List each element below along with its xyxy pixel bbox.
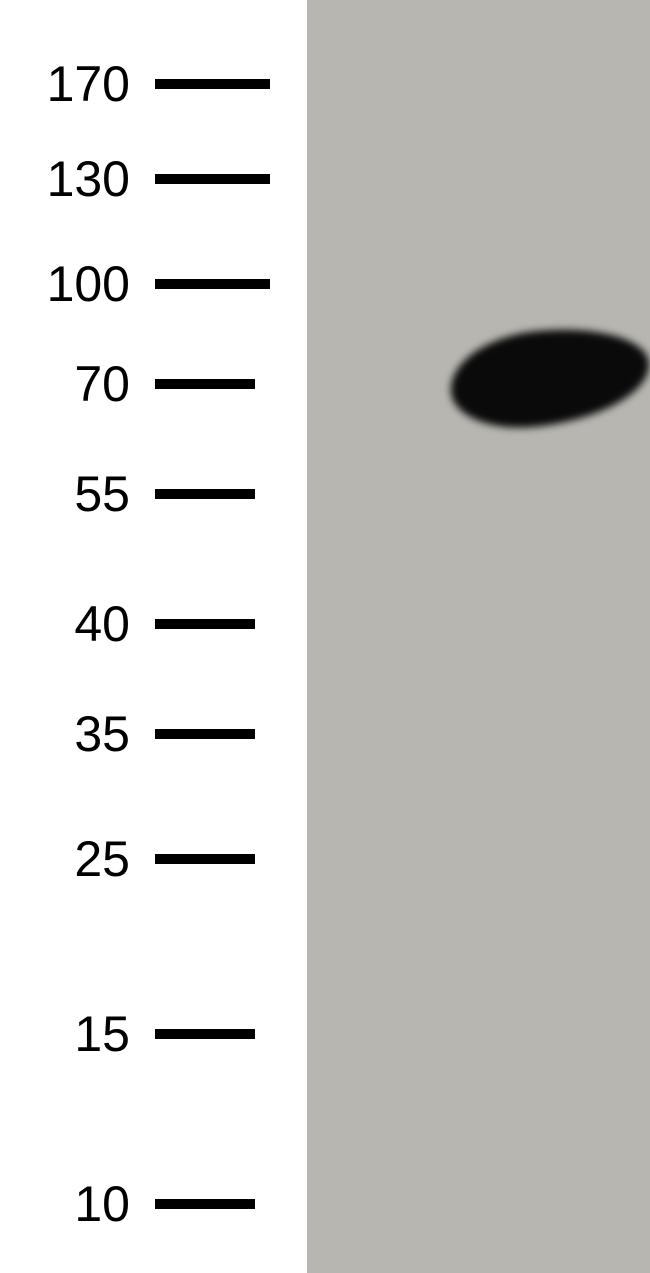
marker-label: 10 <box>20 1175 130 1233</box>
marker-label: 170 <box>20 55 130 113</box>
western-blot-figure: 170 130 100 70 55 40 35 25 15 10 <box>0 0 650 1273</box>
marker-tick <box>155 174 270 184</box>
marker-55: 55 <box>20 465 300 523</box>
marker-label: 100 <box>20 255 130 313</box>
marker-tick <box>155 729 255 739</box>
marker-15: 15 <box>20 1005 300 1063</box>
blot-lane <box>307 0 650 1273</box>
marker-label: 25 <box>20 830 130 888</box>
marker-170: 170 <box>20 55 300 113</box>
marker-tick <box>155 489 255 499</box>
marker-tick <box>155 854 255 864</box>
marker-70: 70 <box>20 355 300 413</box>
marker-label: 40 <box>20 595 130 653</box>
marker-tick <box>155 1199 255 1209</box>
marker-label: 35 <box>20 705 130 763</box>
marker-label: 70 <box>20 355 130 413</box>
marker-25: 25 <box>20 830 300 888</box>
marker-tick <box>155 1029 255 1039</box>
marker-label: 55 <box>20 465 130 523</box>
marker-tick <box>155 79 270 89</box>
marker-40: 40 <box>20 595 300 653</box>
marker-10: 10 <box>20 1175 300 1233</box>
marker-35: 35 <box>20 705 300 763</box>
marker-tick <box>155 279 270 289</box>
marker-label: 15 <box>20 1005 130 1063</box>
marker-100: 100 <box>20 255 300 313</box>
marker-130: 130 <box>20 150 300 208</box>
marker-tick <box>155 379 255 389</box>
marker-label: 130 <box>20 150 130 208</box>
marker-tick <box>155 619 255 629</box>
